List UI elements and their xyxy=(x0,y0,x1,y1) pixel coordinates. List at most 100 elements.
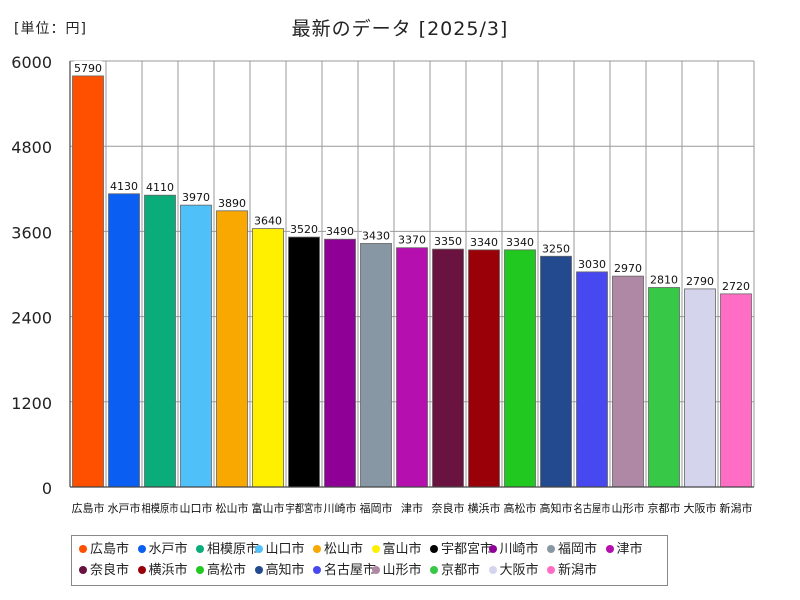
data-label: 2810 xyxy=(650,273,678,286)
legend-marker xyxy=(254,545,263,553)
x-tick-label: 水戸市 xyxy=(108,501,141,515)
bar-津市 xyxy=(396,247,428,488)
legend-marker xyxy=(547,545,555,553)
data-label: 3340 xyxy=(470,236,498,249)
legend-label: 横浜市 xyxy=(148,563,188,578)
legend-marker xyxy=(430,566,438,574)
data-label-bg xyxy=(146,180,174,195)
legend-marker xyxy=(254,566,263,574)
data-label-bg xyxy=(506,234,534,249)
legend-item: 松山市 xyxy=(313,542,363,558)
bar-高知市 xyxy=(540,255,572,488)
x-tick-label: 津市 xyxy=(401,501,423,515)
data-label: 3370 xyxy=(398,234,426,247)
legend-item: 水戸市 xyxy=(137,542,188,558)
legend-label: 川崎市 xyxy=(499,542,539,557)
legend-marker xyxy=(430,545,438,553)
legend-item: 高知市 xyxy=(254,563,305,579)
legend-item: 富山市 xyxy=(371,542,422,558)
x-tick-label: 宇都宮市 xyxy=(286,501,323,515)
legend-item: 福岡市 xyxy=(547,542,597,558)
data-label-bg xyxy=(470,234,498,249)
data-label-bg xyxy=(434,234,462,249)
legend-label: 新潟市 xyxy=(558,563,598,578)
legend-item: 宇都宮市 xyxy=(430,542,493,558)
legend-label: 富山市 xyxy=(382,542,422,557)
data-label: 3520 xyxy=(290,223,318,236)
legend-marker xyxy=(196,566,204,574)
legend-item: 川崎市 xyxy=(488,542,539,558)
x-tick-label: 高松市 xyxy=(504,501,537,515)
bar-奈良市 xyxy=(432,248,464,488)
data-label-bg xyxy=(578,256,606,271)
data-label: 3640 xyxy=(254,215,282,228)
legend-label: 福岡市 xyxy=(558,542,598,557)
legend-label: 奈良市 xyxy=(90,563,130,578)
data-label: 2790 xyxy=(686,275,714,288)
legend-item: 高松市 xyxy=(196,563,246,579)
bar-高松市 xyxy=(504,249,536,488)
data-label: 3250 xyxy=(542,242,570,255)
data-label-bg xyxy=(362,228,390,243)
legend-label: 津市 xyxy=(616,542,643,557)
legend-label: 水戸市 xyxy=(148,542,188,557)
data-label: 2720 xyxy=(722,280,750,293)
x-tick-label: 名古屋市 xyxy=(574,501,611,515)
legend-item: 山口市 xyxy=(254,542,305,558)
data-label: 3340 xyxy=(506,236,534,249)
data-label-bg xyxy=(254,213,282,228)
x-tick-label: 横浜市 xyxy=(468,501,501,515)
legend-label: 名古屋市 xyxy=(324,563,377,578)
data-label: 4130 xyxy=(110,180,138,193)
legend-item: 名古屋市 xyxy=(313,563,376,579)
legend-item: 大阪市 xyxy=(488,563,539,579)
legend-label: 広島市 xyxy=(90,542,130,557)
legend-marker xyxy=(605,545,614,553)
legend-item: 山形市 xyxy=(371,563,422,579)
bar-山口市 xyxy=(180,204,212,488)
bar-富山市 xyxy=(252,228,284,488)
legend-marker xyxy=(547,566,555,574)
legend-marker xyxy=(79,566,87,574)
data-label-bg xyxy=(614,261,642,276)
x-tick-label: 富山市 xyxy=(252,501,285,515)
chart-title: 最新のデータ [2025/3] xyxy=(291,18,509,40)
unit-label: [単位：円] xyxy=(14,21,87,37)
legend-label: 宇都宮市 xyxy=(441,542,494,557)
legend-label: 高松市 xyxy=(207,563,247,578)
bar-福岡市 xyxy=(360,243,392,488)
x-tick-label: 京都市 xyxy=(648,501,681,515)
data-label-bg xyxy=(542,241,570,256)
data-label: 5790 xyxy=(74,62,102,75)
data-label-bg xyxy=(182,190,210,205)
data-label-bg xyxy=(290,222,318,237)
data-label-bg xyxy=(326,224,354,239)
legend-label: 大阪市 xyxy=(499,563,539,578)
y-tick-label: 6000 xyxy=(11,53,52,72)
x-tick-label: 川崎市 xyxy=(324,501,357,515)
legend-item: 新潟市 xyxy=(547,563,597,579)
bar-京都市 xyxy=(648,287,680,488)
legend-label: 相模原市 xyxy=(207,542,260,557)
bar-大阪市 xyxy=(684,288,716,488)
data-label: 3350 xyxy=(434,235,462,248)
legend-marker xyxy=(371,566,380,574)
x-tick-label: 福岡市 xyxy=(360,501,393,515)
legend-item: 広島市 xyxy=(79,542,129,558)
legend-marker xyxy=(488,566,497,574)
legend-marker xyxy=(196,545,204,553)
bar-相模原市 xyxy=(144,194,176,488)
bar-松山市 xyxy=(216,210,248,488)
x-tick-label: 相模原市 xyxy=(142,501,179,515)
bar-広島市 xyxy=(72,75,104,488)
data-label-bg xyxy=(686,273,714,288)
bar-名古屋市 xyxy=(576,271,608,488)
bar-水戸市 xyxy=(108,193,140,488)
y-tick-label: 3600 xyxy=(11,223,52,242)
legend-label: 高知市 xyxy=(265,563,305,578)
y-tick-label: 0 xyxy=(42,479,52,498)
legend-marker xyxy=(137,545,146,553)
chart-legend: 広島市 水戸市 相模原市 山口市 松山市 富山市 宇都宮市 川崎市 福岡市 津市奈良市 横浜市 高松市… xyxy=(71,535,668,586)
data-label: 4110 xyxy=(146,181,174,194)
